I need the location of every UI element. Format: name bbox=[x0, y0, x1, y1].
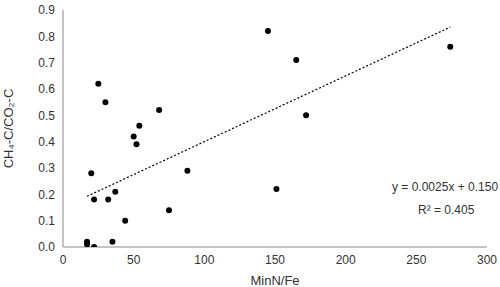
svg-text:0.3: 0.3 bbox=[38, 161, 55, 175]
svg-text:300: 300 bbox=[477, 253, 492, 267]
svg-text:150: 150 bbox=[265, 253, 285, 267]
svg-text:0.7: 0.7 bbox=[38, 56, 55, 70]
html-text:y = 0.0025x + 0.150: y = 0.0025x + 0.150 bbox=[392, 180, 499, 194]
svg-text:0: 0 bbox=[60, 253, 67, 267]
svg-text:200: 200 bbox=[336, 253, 356, 267]
svg-text:0.4: 0.4 bbox=[38, 135, 55, 149]
svg-text:0.1: 0.1 bbox=[38, 214, 55, 228]
svg-text:CH₄-C/CO₂-C: CH₄-C/CO₂-C bbox=[8, 89, 16, 169]
svg-text:0.0: 0.0 bbox=[38, 240, 55, 254]
svg-text:0.9: 0.9 bbox=[38, 3, 55, 17]
svg-text:0.6: 0.6 bbox=[38, 82, 55, 96]
svg-text:0.8: 0.8 bbox=[38, 30, 55, 44]
svg-text:50: 50 bbox=[127, 253, 141, 267]
html-text:R² = 0.405: R² = 0.405 bbox=[418, 203, 475, 217]
svg-text:MinN/Fe: MinN/Fe bbox=[250, 273, 299, 287]
svg-text:0.5: 0.5 bbox=[38, 109, 55, 123]
svg-text:100: 100 bbox=[194, 253, 214, 267]
svg-text:0.2: 0.2 bbox=[38, 188, 55, 202]
svg-text:250: 250 bbox=[406, 253, 426, 267]
